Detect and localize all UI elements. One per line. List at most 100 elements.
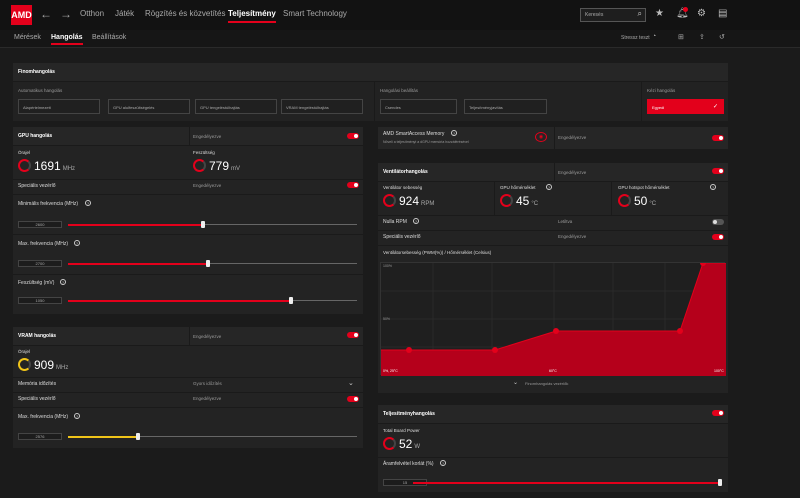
- voltage-slider-handle[interactable]: [289, 297, 293, 304]
- gpu-advanced-toggle[interactable]: [347, 182, 359, 188]
- vram-max-freq-input[interactable]: 2576: [18, 433, 62, 440]
- search-input[interactable]: Keresés ⌕: [580, 8, 646, 22]
- notification-badge: [683, 7, 688, 12]
- chevron-down-icon[interactable]: ⌄: [348, 380, 354, 387]
- curve-point[interactable]: [700, 263, 706, 266]
- layout-icon[interactable]: ▤: [718, 8, 728, 19]
- search-icon: ⌕: [637, 9, 642, 18]
- zero-rpm-toggle[interactable]: [712, 219, 724, 225]
- tab-metrics[interactable]: Mérések: [14, 34, 41, 41]
- vram-tuning-title: VRAM hangolás: [18, 333, 57, 339]
- fan-advanced-toggle[interactable]: [712, 234, 724, 240]
- vram-overclock-button[interactable]: VRAM tengeléstúlhajtás: [281, 99, 363, 114]
- curve-point[interactable]: [553, 328, 559, 334]
- reset-icon[interactable]: ↺: [719, 34, 725, 41]
- gpu-tuning-toggle[interactable]: [347, 133, 359, 139]
- x-axis-mid-label: 60°C: [549, 369, 557, 373]
- custom-button[interactable]: Egyedi ✓: [647, 99, 724, 114]
- vram-advanced-state: Engedélyezve: [193, 396, 222, 401]
- hotspot-temp-readout: 50 °C: [634, 194, 656, 208]
- info-icon[interactable]: ?: [74, 413, 80, 419]
- memory-timing-dropdown[interactable]: Gyors időzítés: [193, 381, 222, 386]
- zero-rpm-state: Letiltva: [558, 219, 573, 224]
- gpu-temp-readout: 45 °C: [516, 194, 538, 208]
- min-freq-input[interactable]: 2600: [18, 221, 62, 228]
- gpu-stats-row: [13, 145, 363, 179]
- info-icon[interactable]: ?: [74, 240, 80, 246]
- import-icon[interactable]: ⊞: [678, 34, 684, 41]
- fine-tuning-panel: Finomhangolás Automatikus hangolás Alapé…: [13, 63, 728, 121]
- min-freq-fill: [68, 224, 203, 226]
- speedometer-icon[interactable]: ◔: [652, 33, 657, 40]
- chevron-down-icon[interactable]: ⌄: [513, 380, 519, 386]
- info-icon[interactable]: ?: [440, 460, 446, 466]
- tab-settings[interactable]: Beállítások: [92, 34, 127, 41]
- divider: [189, 327, 190, 345]
- back-arrow-icon[interactable]: ←: [40, 7, 52, 21]
- star-icon[interactable]: ★: [655, 8, 664, 19]
- smart-access-memory-panel: AMD SmartAccess Memory ? Növeli a teljes…: [378, 127, 728, 149]
- info-icon[interactable]: ?: [710, 184, 716, 190]
- fan-enabled-label: Engedélyezve: [558, 170, 587, 175]
- tab-smart-technology[interactable]: Smart Technology: [283, 9, 347, 18]
- export-icon[interactable]: ⇪: [699, 34, 705, 41]
- performance-preset-button[interactable]: Teljesítményjavítás: [464, 99, 547, 114]
- voltage-input[interactable]: 1050: [18, 297, 62, 304]
- gpu-tuning-title: GPU hangolás: [18, 133, 53, 139]
- power-tuning-toggle[interactable]: [712, 410, 724, 416]
- min-freq-slider-handle[interactable]: [201, 221, 205, 228]
- info-icon[interactable]: ?: [85, 200, 91, 206]
- voltage-fill: [68, 300, 293, 302]
- fan-tuning-toggle[interactable]: [712, 168, 724, 174]
- vram-tuning-toggle[interactable]: [347, 332, 359, 338]
- fan-curve-chart[interactable]: 100% 50% 0%, 25°C 60°C 100°C: [380, 262, 726, 376]
- tab-gaming[interactable]: Játék: [115, 9, 135, 18]
- gpu-overclock-button[interactable]: GPU tengeléstúlhajtás: [195, 99, 277, 114]
- fan-curve-title: Ventilátorsebesség (PWM(%)) / Hőmérsékle…: [383, 250, 492, 255]
- board-power-unit: W: [414, 444, 421, 450]
- sam-state: Engedélyezve: [558, 135, 587, 140]
- gpu-voltage-value: 779: [209, 159, 230, 173]
- hotspot-gauge-icon: [618, 194, 631, 207]
- power-tuning-title: Teljesítményhangolás: [383, 411, 435, 417]
- gpu-undervolt-button[interactable]: GPU alulfeszültségelés: [108, 99, 190, 114]
- sub-navigation-bar: Mérések Hangolás Beállítások Stressz tes…: [0, 30, 800, 48]
- tab-home[interactable]: Otthon: [80, 9, 105, 18]
- board-power-row: [378, 423, 728, 457]
- stress-test-link[interactable]: Stressz teszt: [621, 35, 650, 41]
- bell-icon[interactable]: 🔔︎: [676, 8, 689, 19]
- max-freq-row: [13, 234, 363, 274]
- fan-curve-svg[interactable]: [381, 263, 726, 376]
- power-limit-slider-handle[interactable]: [718, 479, 722, 486]
- info-icon[interactable]: ?: [451, 130, 457, 136]
- max-freq-slider-handle[interactable]: [206, 260, 210, 267]
- vram-max-freq-fill: [68, 436, 138, 438]
- sam-toggle[interactable]: [712, 135, 724, 141]
- y-axis-mid-label: 50%: [383, 317, 391, 321]
- tab-tuning[interactable]: Hangolás: [51, 34, 83, 45]
- info-icon[interactable]: ?: [546, 184, 552, 190]
- curve-point[interactable]: [492, 347, 498, 353]
- tab-performance[interactable]: Teljesítmény: [228, 9, 276, 23]
- default-button[interactable]: Alapértelmezett: [18, 99, 100, 114]
- vram-advanced-toggle[interactable]: [347, 396, 359, 402]
- fan-speed-label: Ventilátor sebesség: [383, 185, 423, 190]
- vram-max-freq-slider-handle[interactable]: [136, 433, 140, 440]
- forward-arrow-icon[interactable]: →: [60, 7, 72, 21]
- gpu-voltage-unit: mV: [231, 166, 241, 172]
- curve-point[interactable]: [406, 347, 412, 353]
- tab-record-stream[interactable]: Rögzítés és közvetítés: [145, 9, 226, 18]
- top-navigation-bar: AMD ← → Otthon Játék Rögzítés és közvetí…: [0, 0, 800, 30]
- search-placeholder: Keresés: [585, 12, 604, 18]
- info-icon[interactable]: ?: [60, 279, 66, 285]
- gear-icon[interactable]: ⚙: [697, 8, 706, 19]
- fan-advanced-state: Engedélyezve: [558, 234, 587, 239]
- info-icon[interactable]: ?: [413, 218, 419, 224]
- fine-tuning-controls-toggle[interactable]: Finomhangolás vezérlők: [525, 381, 569, 386]
- curve-point[interactable]: [677, 328, 683, 334]
- divider: [189, 127, 190, 145]
- quiet-preset-button[interactable]: Csendes: [380, 99, 457, 114]
- custom-button-label: Egyedi: [652, 105, 665, 110]
- zero-rpm-label: Nulla RPM: [383, 219, 407, 225]
- max-freq-input[interactable]: 2700: [18, 260, 62, 267]
